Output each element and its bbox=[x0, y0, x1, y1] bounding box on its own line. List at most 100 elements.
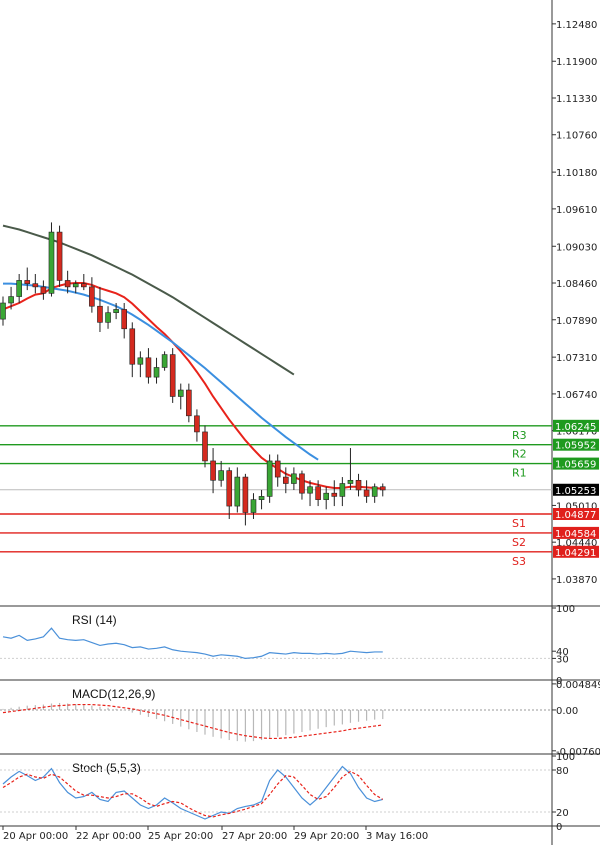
candle-body bbox=[266, 460, 273, 497]
time-tick-label: 20 Apr 00:00 bbox=[3, 831, 68, 842]
price-tick-label: 1.06740 bbox=[556, 390, 597, 401]
macd-signal-line bbox=[2, 703, 383, 740]
candle-body bbox=[161, 354, 168, 368]
level-value-box bbox=[553, 438, 599, 451]
candle bbox=[161, 351, 168, 371]
candle-body bbox=[64, 280, 71, 288]
candle-body bbox=[323, 492, 330, 500]
candle-body bbox=[48, 231, 55, 294]
level-value-label: 1.04877 bbox=[555, 510, 596, 521]
price-tick-label: 1.09030 bbox=[556, 242, 597, 253]
candle-body bbox=[0, 302, 6, 320]
candle bbox=[169, 348, 176, 403]
stoch-panel: Stoch (5,5,3) 100 80 20 0 bbox=[0, 752, 600, 833]
candle bbox=[8, 286, 14, 310]
level-value-box bbox=[553, 419, 599, 432]
level-value-label: 1.04584 bbox=[555, 529, 596, 540]
level-label-r2: R2 bbox=[512, 448, 527, 461]
candle bbox=[379, 483, 386, 497]
current-price-box bbox=[553, 483, 599, 496]
candle bbox=[56, 225, 63, 287]
level-label-s3: S3 bbox=[512, 555, 526, 568]
macd-panel: MACD(12,26,9) 0.004849 0.00 -0.007607 bbox=[0, 680, 600, 758]
price-tick-label: 1.06170 bbox=[556, 427, 597, 438]
price-tick-label: 1.11900 bbox=[556, 57, 597, 68]
candle bbox=[16, 273, 22, 303]
candle bbox=[250, 493, 257, 519]
candle bbox=[307, 480, 313, 507]
moving-average-line-2 bbox=[3, 282, 319, 461]
moving-average-line-1 bbox=[2, 282, 383, 490]
level-label-s1: S1 bbox=[512, 517, 526, 530]
level-value-label: 1.06245 bbox=[555, 422, 596, 433]
level-value-label: 1.04291 bbox=[555, 548, 596, 559]
indicator-tick-label: 80 bbox=[556, 766, 569, 777]
candle-body bbox=[32, 283, 39, 288]
candle-body bbox=[258, 496, 265, 500]
indicator-tick-label: 0 bbox=[556, 676, 562, 687]
level-value-label: 1.05659 bbox=[555, 460, 596, 471]
candle-body bbox=[56, 231, 63, 281]
candle-body bbox=[291, 473, 297, 484]
level-value-label: 1.05952 bbox=[555, 441, 596, 452]
candle bbox=[48, 222, 55, 297]
price-tick-label: 1.05010 bbox=[556, 501, 597, 512]
candle-body bbox=[218, 470, 224, 481]
candle-body bbox=[210, 460, 216, 481]
candle bbox=[347, 448, 354, 490]
candle bbox=[89, 277, 95, 313]
candle-body bbox=[81, 283, 87, 288]
level-value-box bbox=[553, 545, 599, 558]
time-axis: 20 Apr 00:00 22 Apr 00:00 25 Apr 20:00 27 A… bbox=[2, 826, 428, 842]
candle bbox=[210, 448, 216, 494]
candle-body bbox=[242, 476, 249, 513]
indicator-title: RSI (14) bbox=[72, 613, 117, 627]
candle-body bbox=[202, 431, 208, 462]
candle bbox=[153, 357, 160, 384]
indicator-title: MACD(12,26,9) bbox=[72, 687, 155, 701]
candle bbox=[339, 477, 346, 507]
price-tick-label: 1.04440 bbox=[556, 538, 597, 549]
candle-body bbox=[339, 483, 346, 497]
candle bbox=[363, 480, 370, 503]
candle bbox=[282, 467, 289, 494]
price-tick-label: 1.07310 bbox=[556, 353, 597, 364]
candle bbox=[97, 286, 103, 333]
time-tick-label: 3 May 16:00 bbox=[366, 831, 428, 842]
candle bbox=[72, 280, 79, 294]
candle bbox=[64, 270, 71, 294]
price-tick-label: 1.03870 bbox=[556, 575, 597, 586]
candle-body bbox=[153, 367, 160, 378]
candle bbox=[258, 489, 265, 510]
price-tick-label: 1.08460 bbox=[556, 279, 597, 290]
candle bbox=[24, 267, 31, 291]
candle bbox=[331, 480, 338, 507]
candle-body bbox=[282, 476, 289, 484]
candle-body bbox=[379, 486, 386, 491]
indicator-tick-label: -0.007607 bbox=[556, 747, 600, 758]
candle bbox=[234, 467, 241, 513]
candle bbox=[121, 303, 127, 339]
indicator-tick-label: 0 bbox=[556, 822, 562, 833]
candle bbox=[315, 480, 321, 507]
candle-body bbox=[226, 470, 233, 507]
price-tick-label: 1.10180 bbox=[556, 168, 597, 179]
price-tick-label: 1.11330 bbox=[556, 94, 597, 105]
candle bbox=[355, 473, 362, 497]
candle-body bbox=[355, 479, 362, 491]
candle bbox=[202, 425, 208, 468]
candle-body bbox=[129, 328, 136, 365]
candle-body bbox=[24, 280, 31, 284]
candle bbox=[371, 483, 378, 503]
time-tick-label: 29 Apr 20:00 bbox=[294, 831, 359, 842]
candle bbox=[40, 280, 47, 300]
candle-body bbox=[169, 354, 176, 397]
indicator-tick-label: 0.00 bbox=[556, 706, 578, 717]
level-label-r3: R3 bbox=[512, 429, 527, 442]
level-value-box bbox=[553, 457, 599, 470]
candle-body bbox=[145, 357, 152, 378]
time-tick-label: 25 Apr 20:00 bbox=[148, 831, 213, 842]
candle-body bbox=[8, 296, 14, 304]
candle-body bbox=[274, 460, 281, 478]
